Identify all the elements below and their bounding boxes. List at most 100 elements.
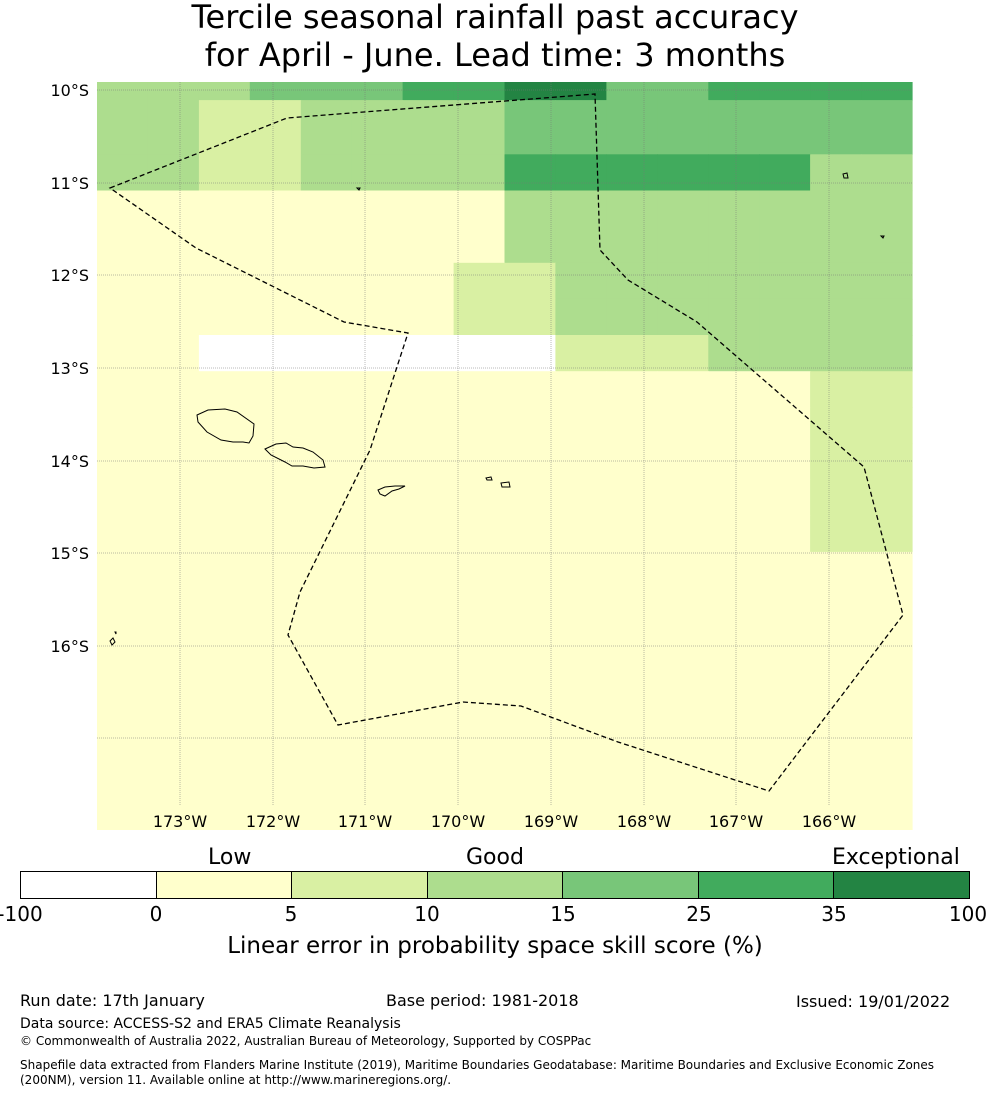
- grid-cell: [861, 624, 913, 661]
- grid-cell: [861, 190, 913, 264]
- grid-cell: [861, 298, 913, 336]
- grid-cell: [504, 154, 556, 192]
- grid-cell: [606, 371, 658, 408]
- longitude-label: 170°W: [431, 812, 486, 830]
- grid-cell: [861, 154, 913, 192]
- grid-cell: [249, 371, 302, 408]
- issued-date: Issued: 19/01/2022: [796, 992, 951, 1011]
- grid-cell: [198, 479, 251, 517]
- coastlines: [109, 172, 885, 646]
- grid-cell: [147, 515, 200, 553]
- grid-cell: [861, 262, 913, 300]
- grid-cell: [708, 732, 760, 770]
- grid-cell: [402, 100, 455, 155]
- grid-cell: [453, 190, 506, 264]
- grid-cell: [249, 768, 302, 806]
- manua-tau-outline: [500, 481, 511, 488]
- grid-cell: [861, 660, 913, 698]
- grid-cell: [555, 588, 607, 625]
- grid-cell: [300, 624, 353, 661]
- longitude-labels: 173°W 172°W 171°W 170°W 169°W 168°W 167°W 166°W: [153, 812, 857, 830]
- latitude-labels: 10°S 11°S 12°S 13°S 14°S 15°S 16°S: [50, 81, 89, 656]
- colorbar-segment: [834, 872, 970, 898]
- grid-cell: [759, 479, 811, 517]
- grid-cell: [759, 624, 811, 661]
- map-title-line-1: Tercile seasonal rainfall past accuracy: [191, 0, 799, 36]
- grid-cell: [657, 82, 709, 101]
- grid-cell: [249, 407, 302, 445]
- grid-cell: [198, 624, 251, 661]
- shapefile-credit-line-1: Shapefile data extracted from Flanders M…: [20, 1058, 935, 1072]
- grid-cell: [810, 100, 862, 155]
- grid-cell: [198, 335, 251, 372]
- grid-cell: [555, 696, 607, 734]
- grid-cell: [759, 732, 811, 770]
- grid-cell: [249, 624, 302, 661]
- grid-cell: [351, 551, 404, 589]
- grid-cell: [97, 100, 149, 155]
- grid-cell: [504, 371, 556, 408]
- grid-cell: [759, 551, 811, 589]
- grid-cell: [147, 443, 200, 481]
- grid-cell: [97, 768, 149, 806]
- grid-cell: [147, 588, 200, 625]
- grid-cell: [657, 768, 709, 806]
- colorbar-segment: [563, 872, 699, 898]
- grid-cell: [97, 479, 149, 517]
- grid-cell: [402, 443, 455, 481]
- savaii-island-outline: [264, 442, 326, 469]
- grid-cell: [708, 696, 760, 734]
- colorbar-title: Linear error in probability space skill …: [227, 933, 763, 959]
- grid-cell: [861, 768, 913, 806]
- grid-cell: [249, 805, 302, 830]
- grid-cell: [606, 696, 658, 734]
- grid-cell: [351, 335, 404, 372]
- grid-cell: [504, 732, 556, 770]
- grid-cell: [861, 551, 913, 589]
- grid-cell: [759, 298, 811, 336]
- eez-boundary-line: [108, 93, 904, 792]
- longitude-label: 173°W: [153, 812, 208, 830]
- grid-cell: [504, 100, 556, 155]
- grid-cell: [249, 443, 302, 481]
- grid-cell: [198, 588, 251, 625]
- grid-cell: [198, 732, 251, 770]
- grid-cell: [351, 732, 404, 770]
- latitude-label: 12°S: [50, 266, 89, 285]
- grid-cell: [249, 732, 302, 770]
- grid-cell: [249, 551, 302, 589]
- grid-cell: [504, 407, 556, 445]
- grid-cell: [97, 371, 149, 408]
- grid-cell: [606, 298, 658, 336]
- grid-cell: [249, 479, 302, 517]
- grid-cell: [300, 262, 353, 300]
- grid-cell: [402, 190, 455, 264]
- grid-cell: [198, 371, 251, 408]
- grid-cell: [861, 407, 913, 445]
- grid-cell: [198, 262, 251, 300]
- grid-cell: [657, 515, 709, 553]
- grid-cell: [453, 479, 506, 517]
- grid-cell: [147, 335, 200, 372]
- grid-cell: [402, 588, 455, 625]
- grid-cell: [402, 805, 455, 830]
- grid-cell: [657, 479, 709, 517]
- grid-cell: [402, 371, 455, 408]
- grid-cell: [810, 551, 862, 589]
- grid-cell: [198, 551, 251, 589]
- grid-cell: [97, 805, 149, 830]
- wallis-islet-outline: [109, 637, 116, 646]
- grid-cell: [402, 768, 455, 806]
- grid-cell: [453, 515, 506, 553]
- grid-cell: [657, 696, 709, 734]
- grid-cell: [97, 190, 149, 264]
- grid-cell: [606, 588, 658, 625]
- grid-cell: [97, 82, 149, 101]
- grid-cell: [453, 100, 506, 155]
- grid-cell: [351, 805, 404, 830]
- grid-cell: [351, 371, 404, 408]
- grid-cell: [300, 154, 353, 192]
- grid-cell: [657, 298, 709, 336]
- grid-cell: [810, 298, 862, 336]
- grid-cell: [453, 551, 506, 589]
